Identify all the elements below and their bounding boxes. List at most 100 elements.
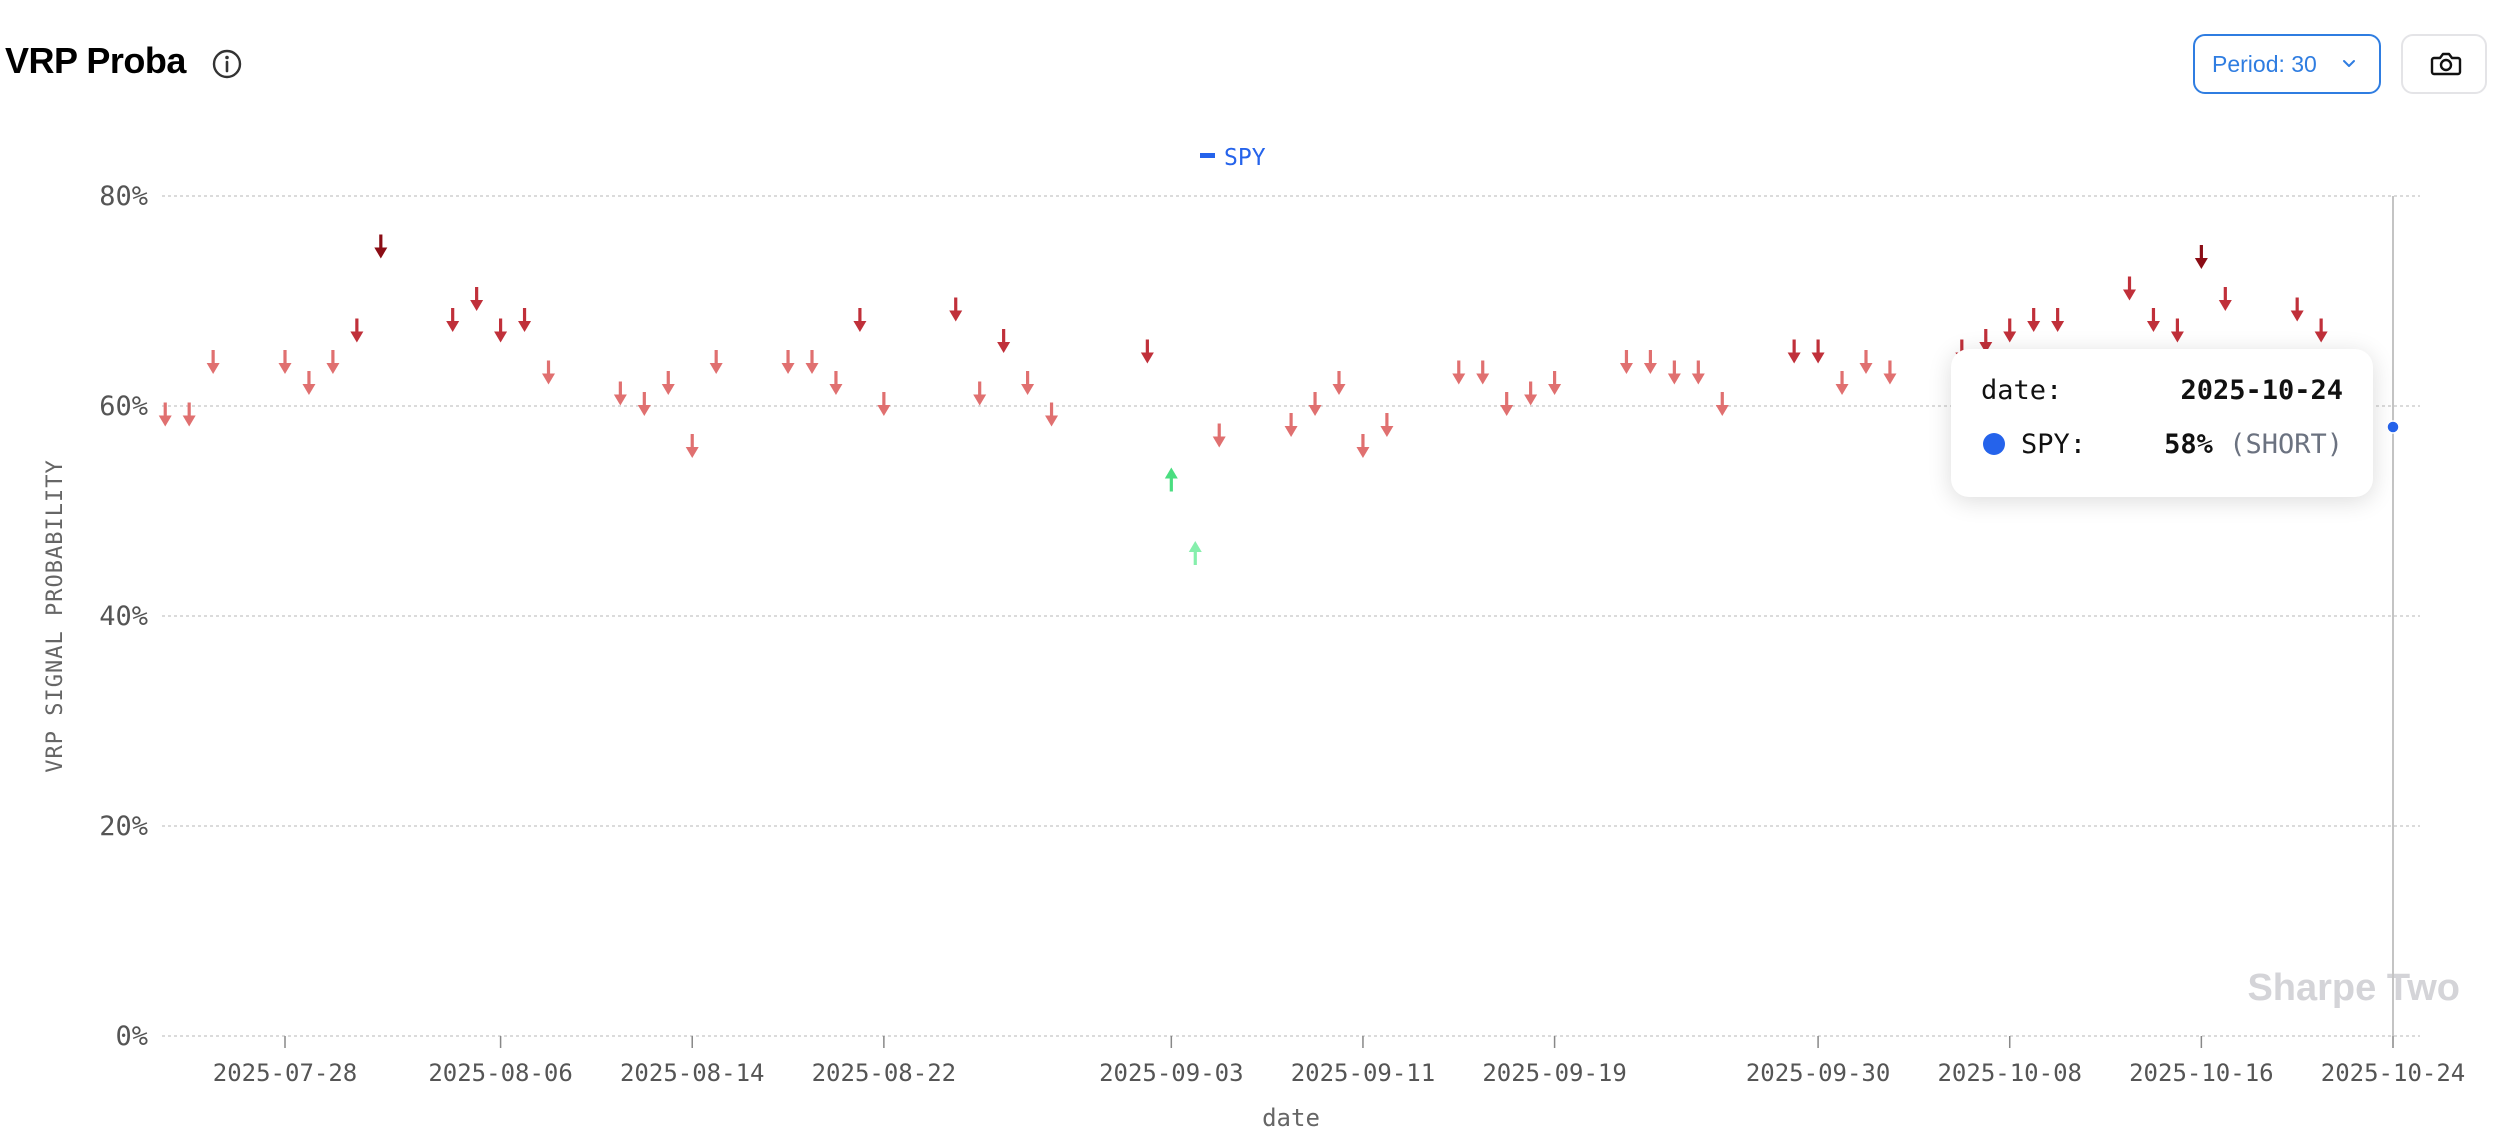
data-tooltip: date: 2025-10-24 SPY: 58% (SHORT) [1951,349,2373,497]
short-signal-arrow[interactable] [470,287,484,311]
short-signal-arrow[interactable] [1643,350,1657,374]
y-tick-label: 40% [99,601,148,632]
y-axis-label: VRP SIGNAL PROBABILITY [43,459,68,772]
short-signal-arrow[interactable] [2003,318,2017,343]
short-signal-arrow[interactable] [182,402,196,427]
short-signal-arrow[interactable] [781,350,795,374]
short-signal-arrow[interactable] [206,350,220,374]
short-signal-arrow[interactable] [1715,392,1729,416]
short-signal-arrow[interactable] [805,350,819,374]
tooltip-series-label: SPY: [2021,429,2087,460]
short-signal-arrow[interactable] [2123,276,2136,301]
short-signal-arrow[interactable] [1332,371,1346,395]
short-signal-arrow[interactable] [2146,308,2160,332]
short-signal-arrow[interactable] [302,371,316,395]
short-signal-arrow[interactable] [853,308,867,332]
chevron-down-icon [2343,60,2355,67]
short-signal-arrow[interactable] [1045,402,1059,427]
short-signal-arrow[interactable] [949,297,963,322]
legend-label-spy: SPY [1224,145,1266,171]
legend-swatch-spy [1200,153,1215,158]
screenshot-button[interactable] [2401,34,2487,94]
x-tick-label: 2025-07-28 [213,1059,358,1087]
short-signal-arrow[interactable] [1140,339,1154,364]
short-signal-arrow[interactable] [1356,434,1370,458]
grid-lines [162,195,2420,1037]
short-signal-arrow[interactable] [1524,381,1538,406]
short-signal-arrow[interactable] [2051,308,2065,332]
short-signal-arrow[interactable] [1691,360,1705,385]
tooltip-signal: (SHORT) [2229,429,2343,460]
x-tick-label: 2025-09-30 [1746,1059,1891,1087]
legend[interactable]: SPY [1200,145,1266,171]
short-signal-arrow[interactable] [2218,287,2232,311]
tooltip-date-label: date: [1981,375,2063,406]
x-tick-label: 2025-10-08 [1937,1059,2082,1087]
x-tick-label: 2025-09-03 [1099,1059,1244,1087]
short-signal-arrow[interactable] [1452,360,1466,385]
long-signal-arrow[interactable] [1164,467,1178,492]
short-signal-arrow[interactable] [1021,371,1035,395]
y-tick-label: 20% [99,811,148,842]
tooltip-value-number: 58% [2164,429,2213,460]
y-tick-label: 0% [115,1021,148,1052]
short-signal-arrow[interactable] [518,308,532,332]
short-signal-arrow[interactable] [637,392,651,416]
x-tick-label: 2025-08-14 [620,1059,765,1087]
short-signal-arrow[interactable] [685,434,699,458]
short-signal-arrow[interactable] [973,381,987,406]
short-signal-arrow[interactable] [2290,297,2304,322]
short-signal-arrow[interactable] [661,371,675,395]
short-signal-arrow[interactable] [1380,413,1394,437]
short-signal-arrow[interactable] [158,402,172,427]
info-icon[interactable] [210,47,244,81]
short-signal-arrow[interactable] [1308,392,1322,416]
short-signal-arrow[interactable] [1667,360,1681,385]
short-signal-arrow[interactable] [350,318,364,343]
short-signal-arrow[interactable] [1500,392,1514,416]
short-signal-arrow[interactable] [877,392,891,416]
short-signal-arrow[interactable] [2027,308,2041,332]
short-signal-arrow[interactable] [1859,350,1873,374]
short-signal-arrow[interactable] [2194,245,2208,269]
y-axis-ticks: 0% 20% 40% 60% 80% [99,181,148,1052]
x-tick-label: 2025-10-24 [2321,1059,2466,1087]
y-tick-label: 60% [99,391,148,422]
watermark: Sharpe Two [2247,967,2460,1009]
tooltip-series-dot [1983,433,2005,455]
short-signal-arrow[interactable] [1811,339,1825,364]
hover-crosshair [2386,196,2400,1036]
long-signal-arrow[interactable] [1188,541,1202,565]
short-signal-arrow[interactable] [278,350,292,374]
short-signal-arrow[interactable] [997,329,1011,353]
y-tick-label: 80% [99,181,148,212]
short-signal-arrow[interactable] [1787,339,1801,364]
period-select[interactable]: Period: 30 [2193,34,2381,94]
short-signal-arrow[interactable] [494,318,508,343]
short-signal-arrow[interactable] [446,308,460,332]
short-signal-arrow[interactable] [613,381,627,406]
x-axis-label: date [1262,1104,1320,1132]
short-signal-arrow[interactable] [542,360,555,385]
short-signal-arrow[interactable] [2314,318,2328,343]
short-signal-arrow[interactable] [374,234,388,259]
x-tick-label: 2025-09-11 [1291,1059,1436,1087]
short-signal-arrow[interactable] [326,350,340,374]
short-signal-arrow[interactable] [1284,413,1298,437]
short-signal-arrow[interactable] [1835,371,1849,395]
page-title: VRP Proba [5,40,186,81]
short-signal-arrow[interactable] [1883,360,1897,385]
tooltip-date-value: 2025-10-24 [2180,375,2343,406]
short-signal-arrow[interactable] [709,350,723,374]
short-signal-arrow[interactable] [2170,318,2184,343]
active-point[interactable] [2386,420,2400,434]
short-signal-arrow[interactable] [829,371,843,395]
short-signal-arrow[interactable] [1979,329,1993,353]
short-signal-arrow[interactable] [1212,423,1226,448]
short-signal-arrow[interactable] [1548,371,1562,395]
x-axis-ticks: 2025-07-28 2025-08-06 2025-08-14 2025-08-22… [213,1036,2466,1087]
short-signal-arrow[interactable] [1476,360,1490,385]
short-signal-arrow[interactable] [1619,350,1633,374]
data-markers[interactable] [158,234,2328,566]
